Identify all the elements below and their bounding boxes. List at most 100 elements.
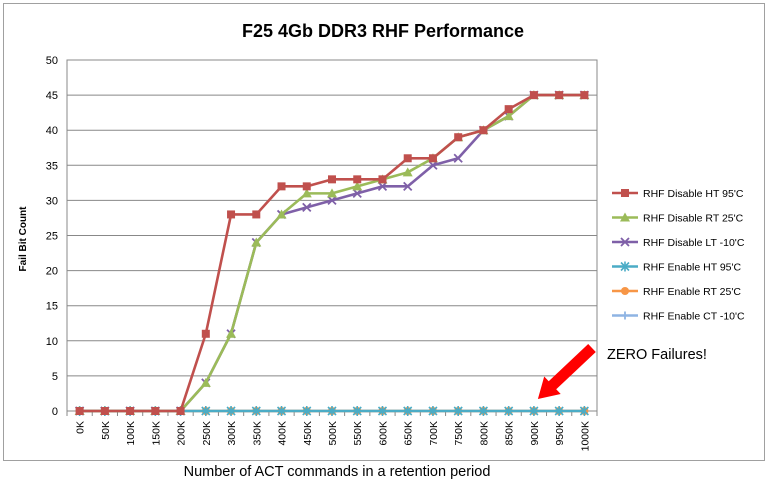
data-point xyxy=(327,406,337,416)
data-point xyxy=(428,406,438,416)
data-point xyxy=(201,406,211,416)
legend-marker xyxy=(620,261,630,272)
data-point xyxy=(227,210,236,219)
data-point xyxy=(504,406,514,416)
x-axis-label: Number of ACT commands in a retention pe… xyxy=(184,464,491,480)
data-point xyxy=(529,91,538,100)
data-point xyxy=(504,105,513,114)
x-tick-label: 800K xyxy=(478,421,490,446)
x-tick-label: 100K xyxy=(125,421,137,446)
legend-marker xyxy=(621,189,629,197)
x-tick-label: 150K xyxy=(150,421,162,446)
x-tick-label: 200K xyxy=(176,421,188,446)
x-tick-label: 300K xyxy=(226,421,238,446)
x-tick-label: 950K xyxy=(554,421,566,446)
data-point xyxy=(453,153,463,163)
data-point xyxy=(327,188,337,198)
data-point xyxy=(327,195,337,206)
data-point xyxy=(479,126,488,135)
legend-marker xyxy=(621,287,629,295)
legend-item: RHF Enable HT 95'C xyxy=(612,261,742,274)
y-tick-label: 5 xyxy=(52,371,58,383)
data-point xyxy=(302,182,311,191)
data-point xyxy=(555,91,564,100)
y-tick-label: 10 xyxy=(46,336,58,348)
data-point xyxy=(529,406,539,416)
data-point xyxy=(428,154,437,163)
data-point xyxy=(377,406,388,416)
data-point xyxy=(403,154,412,163)
x-tick-label: 50K xyxy=(100,421,112,440)
data-point xyxy=(580,91,589,100)
x-tick-label: 700K xyxy=(428,421,440,446)
legend: RHF Disable HT 95'C RHF Disable RT 25'C RH… xyxy=(612,188,745,323)
data-point xyxy=(200,377,211,387)
data-point xyxy=(378,175,387,184)
data-point xyxy=(126,407,135,415)
data-point xyxy=(100,407,109,415)
legend-label: RHF Enable CT -10'C xyxy=(643,311,745,323)
data-point xyxy=(301,188,312,198)
x-tick-label: 600K xyxy=(377,421,389,446)
legend-item: RHF Disable RT 25'C xyxy=(612,212,744,225)
x-tick-label: 850K xyxy=(504,421,516,446)
data-point xyxy=(226,328,237,338)
series-lines xyxy=(74,90,590,416)
legend-item: RHF Enable RT 25'C xyxy=(612,286,741,298)
data-point xyxy=(252,210,261,219)
data-point xyxy=(503,111,514,121)
legend-label: RHF Disable RT 25'C xyxy=(643,213,744,225)
y-tick-label: 0 xyxy=(52,406,58,418)
y-tick-label: 35 xyxy=(46,160,58,172)
y-tick-label: 25 xyxy=(46,231,58,243)
data-point xyxy=(478,406,488,416)
legend-item: RHF Disable HT 95'C xyxy=(612,188,744,200)
x-tick-label: 0K xyxy=(75,421,87,434)
data-point xyxy=(276,209,287,219)
y-tick-label: 40 xyxy=(46,125,58,137)
series-0 xyxy=(75,91,589,415)
chart-title: F25 4Gb DDR3 RHF Performance xyxy=(242,21,524,41)
data-point xyxy=(226,406,236,416)
legend-label: RHF Enable HT 95'C xyxy=(643,262,742,274)
data-point xyxy=(151,407,160,415)
x-tick-label: 250K xyxy=(201,421,213,446)
legend-marker xyxy=(621,311,629,320)
y-tick-label: 45 xyxy=(46,90,58,102)
x-tick-label: 500K xyxy=(327,421,339,446)
data-point xyxy=(352,406,362,416)
data-point xyxy=(453,406,463,416)
data-point xyxy=(251,406,261,416)
data-point xyxy=(302,406,312,416)
x-tick-label: 1000K xyxy=(579,421,591,451)
data-point xyxy=(403,181,413,191)
y-tick-label: 30 xyxy=(46,195,58,207)
gridlines: 0 5 10 15 20 25 30 35 40 45 50 xyxy=(46,55,598,418)
data-point xyxy=(276,406,287,416)
legend-label: RHF Disable HT 95'C xyxy=(643,188,744,200)
data-point xyxy=(579,406,589,416)
data-point xyxy=(454,133,463,142)
data-point xyxy=(353,175,362,184)
data-point xyxy=(403,406,413,416)
x-tick-label: 650K xyxy=(403,421,415,446)
x-tick-label: 550K xyxy=(352,421,364,446)
data-point xyxy=(328,175,336,184)
red-arrow-icon xyxy=(537,344,596,399)
data-point xyxy=(201,329,210,338)
data-point xyxy=(352,188,362,199)
annotation: ZERO Failures! xyxy=(537,344,707,399)
x-tick-label: 450K xyxy=(302,421,314,446)
y-tick-label: 15 xyxy=(46,301,58,313)
x-tick-label: 400K xyxy=(277,421,289,446)
zero-failures-annotation: ZERO Failures! xyxy=(607,347,707,363)
data-point xyxy=(352,181,363,191)
data-point xyxy=(428,160,438,170)
y-tick-label: 20 xyxy=(46,266,58,278)
data-point xyxy=(302,202,312,213)
legend-marker xyxy=(620,237,630,247)
legend-label: RHF Enable RT 25'C xyxy=(643,286,741,298)
legend-item: RHF Enable CT -10'C xyxy=(612,311,745,323)
legend-marker xyxy=(620,212,630,222)
